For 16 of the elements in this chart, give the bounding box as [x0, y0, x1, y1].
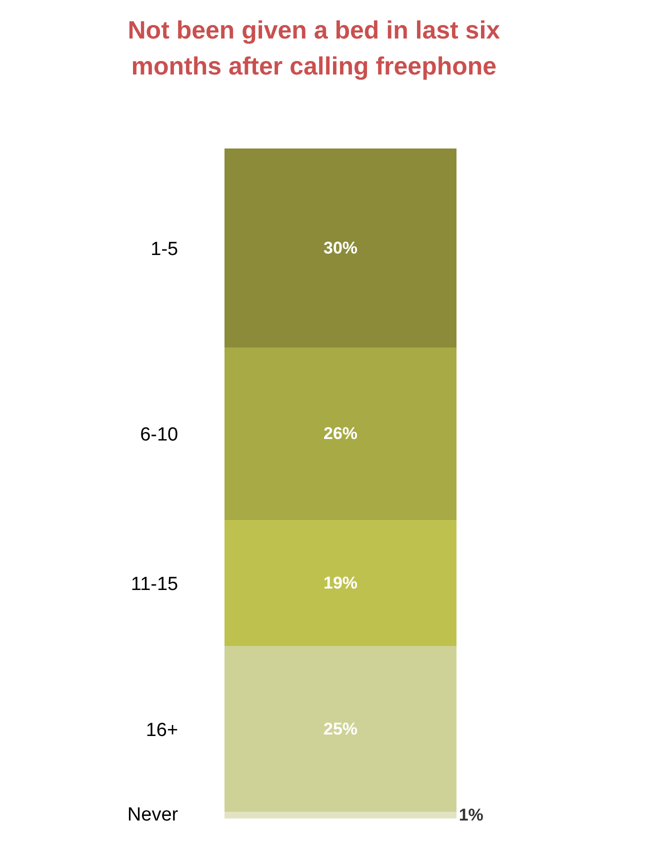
- data-label: 1%: [458, 806, 484, 825]
- data-label: 30%: [323, 238, 358, 258]
- text: 16+: [146, 720, 178, 741]
- text: 11-15: [130, 574, 178, 596]
- bar: [224, 812, 456, 818]
- data-label: 25%: [323, 719, 358, 738]
- text: 1-5: [150, 239, 178, 260]
- text: 6-10: [140, 424, 178, 446]
- text: Never: [127, 804, 179, 826]
- data-label: 19%: [323, 574, 358, 593]
- data-label: 26%: [323, 424, 358, 444]
- bar: [224, 520, 456, 646]
- bar: [224, 148, 456, 348]
- chart-title: Not been given a bed in last six months after calling freephone: [128, 16, 500, 81]
- bar: [224, 646, 456, 812]
- bar: [224, 348, 456, 520]
